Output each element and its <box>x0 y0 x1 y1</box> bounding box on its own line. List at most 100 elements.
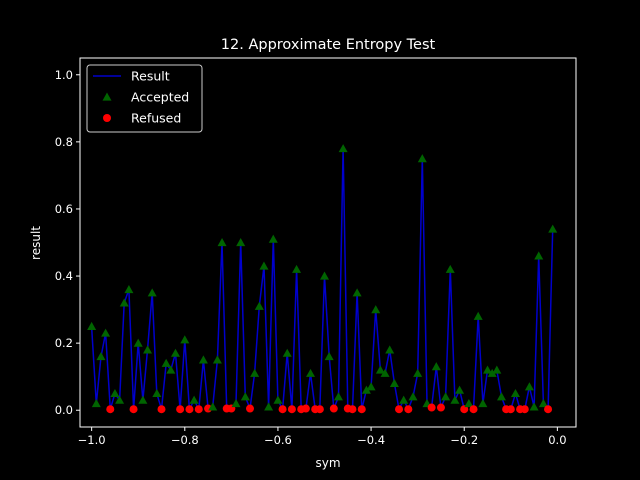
refused-point <box>278 405 287 414</box>
legend-label: Refused <box>131 111 181 126</box>
accepted-point <box>320 271 330 280</box>
refused-point <box>427 403 436 412</box>
refused-point <box>287 405 296 414</box>
accepted-point <box>282 348 292 357</box>
legend-triangle-swatch <box>102 92 112 101</box>
accepted-point <box>450 395 460 404</box>
accepted-point <box>254 301 264 310</box>
accepted-point <box>231 399 241 408</box>
refused-point <box>245 404 254 413</box>
refused-point <box>106 405 115 414</box>
accepted-point <box>524 382 534 391</box>
refused-point <box>357 405 366 414</box>
accepted-point <box>338 144 348 153</box>
legend-label: Result <box>131 69 170 84</box>
legend-circle-swatch <box>103 114 111 122</box>
plot-frame <box>79 57 577 428</box>
x-tick-label: −0.6 <box>264 433 292 447</box>
refused-point <box>185 405 194 414</box>
accepted-point <box>170 348 180 357</box>
x-tick-label: −0.8 <box>171 433 199 447</box>
accepted-point <box>366 382 376 391</box>
refused-point <box>469 405 478 414</box>
refused-point <box>301 404 310 413</box>
y-tick-label: 1.0 <box>55 68 73 82</box>
accepted-point <box>96 352 106 361</box>
refused-point <box>348 405 357 414</box>
legend: Result Accepted Refused <box>86 64 203 133</box>
x-axis-label: sym <box>315 456 340 470</box>
refused-point <box>506 405 515 414</box>
accepted-point <box>87 321 97 330</box>
accepted-point <box>492 365 502 374</box>
refused-point <box>194 405 203 414</box>
accepted-point <box>324 352 334 361</box>
accepted-point <box>445 264 455 273</box>
accepted-point <box>464 399 474 408</box>
accepted-point <box>110 388 120 398</box>
accepted-point <box>133 338 143 347</box>
accepted-point <box>333 392 343 401</box>
accepted-point <box>115 395 125 404</box>
accepted-point <box>250 368 260 377</box>
accepted-point <box>212 355 222 364</box>
y-tick-label: 0.2 <box>55 336 73 350</box>
accepted-point <box>352 288 362 297</box>
accepted-point <box>189 395 199 404</box>
accepted-point <box>487 368 497 377</box>
x-tick-label: −0.4 <box>357 433 385 447</box>
accepted-point <box>534 251 544 260</box>
accepted-point <box>473 311 483 320</box>
refused-point <box>520 405 529 414</box>
accepted-point <box>259 261 269 270</box>
refused-point <box>204 404 213 413</box>
x-tick-label: −0.2 <box>450 433 478 447</box>
accepted-point <box>166 365 176 374</box>
accepted-point <box>147 288 157 297</box>
y-tick-label: 0.8 <box>55 135 73 149</box>
accepted-point <box>399 395 409 404</box>
accepted-point <box>292 264 302 273</box>
plot-area: −1.0 −0.8 −0.6 −0.4 −0.2 0.0 0.0 0.2 0.4 0.6 0.8 1.… <box>55 57 577 447</box>
accepted-point <box>91 399 101 408</box>
accepted-point <box>268 234 278 243</box>
legend-box <box>86 64 203 133</box>
refused-point <box>544 405 553 414</box>
accepted-point <box>161 358 171 367</box>
accepted-point <box>529 402 539 411</box>
legend-label: Accepted <box>131 90 189 105</box>
accepted-point <box>124 284 134 294</box>
accepted-point <box>478 399 488 408</box>
accepted-point <box>431 362 441 371</box>
y-tick-label: 0.4 <box>55 269 73 283</box>
x-tick-label: 0.0 <box>548 433 566 447</box>
accepted-point <box>361 385 371 394</box>
accepted-point <box>389 378 399 387</box>
accepted-point <box>455 385 465 394</box>
accepted-point <box>385 345 395 354</box>
accepted-point <box>138 395 148 404</box>
accepted-point <box>408 392 418 401</box>
refused-point <box>395 405 404 414</box>
accepted-point <box>101 328 111 337</box>
accepted-point <box>180 335 190 344</box>
accepted-point <box>119 298 129 307</box>
refused-point <box>129 405 138 414</box>
accepted-point <box>538 399 548 408</box>
accepted-point <box>198 355 208 364</box>
accepted-point <box>510 388 520 398</box>
accepted-point <box>548 224 558 233</box>
y-tick-label: 0.0 <box>55 403 73 417</box>
accepted-point <box>273 395 283 404</box>
accepted-point <box>152 388 162 398</box>
refused-point <box>460 405 469 414</box>
accepted-point <box>413 368 423 377</box>
refused-point <box>329 404 338 413</box>
accepted-point <box>236 238 246 247</box>
accepted-point <box>375 365 385 374</box>
accepted-point <box>306 368 316 377</box>
y-tick-label: 0.6 <box>55 202 73 216</box>
refused-point <box>436 403 445 412</box>
refused-point <box>404 405 413 414</box>
